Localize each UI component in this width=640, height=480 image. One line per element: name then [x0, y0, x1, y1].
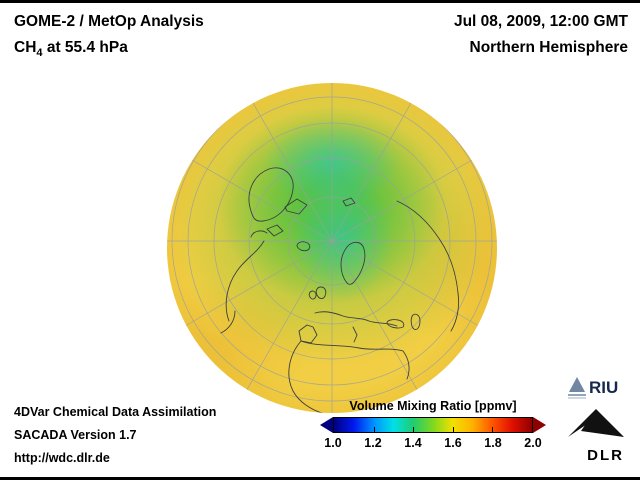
coastline: [314, 311, 398, 327]
coastline: [386, 319, 405, 329]
globe: [167, 83, 497, 413]
coastline: [410, 313, 421, 330]
tick-label: 1.4: [404, 436, 422, 450]
graticule: [167, 83, 497, 413]
top-border: [0, 0, 640, 3]
tick-label: 1.2: [364, 436, 382, 450]
dlr-logo: DLR: [566, 406, 626, 464]
dlr-logo-text: DLR: [587, 447, 624, 464]
species-level-title: CH4 at 55.4 hPa: [14, 35, 204, 66]
credit-line-1: 4DVar Chemical Data Assimilation: [14, 405, 217, 419]
instrument-title: GOME-2 / MetOp Analysis: [14, 13, 204, 30]
coastline: [402, 350, 410, 380]
tick-mark: [373, 427, 375, 432]
coastline: [248, 167, 294, 222]
credit-line-3: http://wdc.dlr.de: [14, 451, 110, 465]
meridian-line: [244, 240, 333, 394]
coastline: [296, 241, 311, 252]
datetime-label: Jul 08, 2009, 12:00 GMT: [453, 13, 628, 30]
species-symbol: CH: [14, 39, 37, 56]
coastline: [342, 197, 356, 207]
tick-label: 1.8: [484, 436, 502, 450]
colorbar: Volume Mixing Ratio [ppmv] 1.0 1.2 1.4 1…: [320, 399, 546, 450]
tick-mark: [452, 427, 454, 432]
riu-logo-graphic: RIU: [568, 377, 618, 399]
meridian-line: [331, 88, 420, 242]
coastline: [284, 198, 308, 215]
meridian-line: [331, 240, 485, 330]
meridian-line: [179, 240, 333, 330]
coastline: [266, 224, 284, 237]
coastline: [300, 340, 404, 352]
colorbar-arrow-left: [320, 417, 333, 433]
colorbar-title: Volume Mixing Ratio [ppmv]: [349, 399, 517, 413]
region-label: Northern Hemisphere: [469, 39, 628, 56]
pressure-level: at 55.4 hPa: [42, 39, 128, 56]
tick-mark: [413, 427, 415, 432]
tick-label: 2.0: [524, 436, 542, 450]
dlr-emblem-icon: [568, 409, 624, 437]
riu-logo-text: RIU: [589, 378, 618, 397]
coastline: [298, 324, 318, 344]
meridian-line: [179, 152, 333, 242]
coastline: [288, 340, 326, 413]
species-subscript: 4: [36, 47, 43, 60]
meridian-line: [331, 152, 485, 242]
colorbar-arrow-right: [533, 417, 546, 433]
tick-label: 1.6: [444, 436, 462, 450]
globe-overlay: [167, 83, 497, 413]
meridian-line: [244, 88, 333, 242]
coastline: [220, 310, 236, 334]
coastline: [250, 230, 268, 238]
coastline: [352, 326, 358, 343]
credit-line-2: SACADA Version 1.7: [14, 428, 137, 442]
coastline: [340, 241, 366, 285]
colorbar-bar: [320, 417, 546, 433]
coastline: [450, 292, 460, 332]
riu-logo: RIU: [566, 373, 630, 405]
coastline: [225, 240, 265, 322]
credits-block: 4DVar Chemical Data Assimilation SACADA …: [14, 401, 216, 470]
coastline: [308, 290, 317, 300]
plot-title-block: GOME-2 / MetOp Analysis CH4 at 55.4 hPa: [14, 9, 204, 66]
riu-mountain-icon: [569, 377, 585, 392]
colorbar-gradient: [333, 417, 533, 433]
tick-label: 1.0: [324, 436, 342, 450]
colorbar-tick-labels: 1.0 1.2 1.4 1.6 1.8 2.0: [320, 436, 546, 450]
bottom-border: [0, 477, 640, 480]
plot-datetime-block: Jul 08, 2009, 12:00 GMT Northern Hemisph…: [454, 9, 628, 61]
coastline: [315, 286, 327, 299]
tick-mark: [492, 427, 494, 432]
meridian-line: [331, 240, 420, 394]
coastline: [396, 200, 459, 294]
coastlines: [220, 167, 460, 413]
